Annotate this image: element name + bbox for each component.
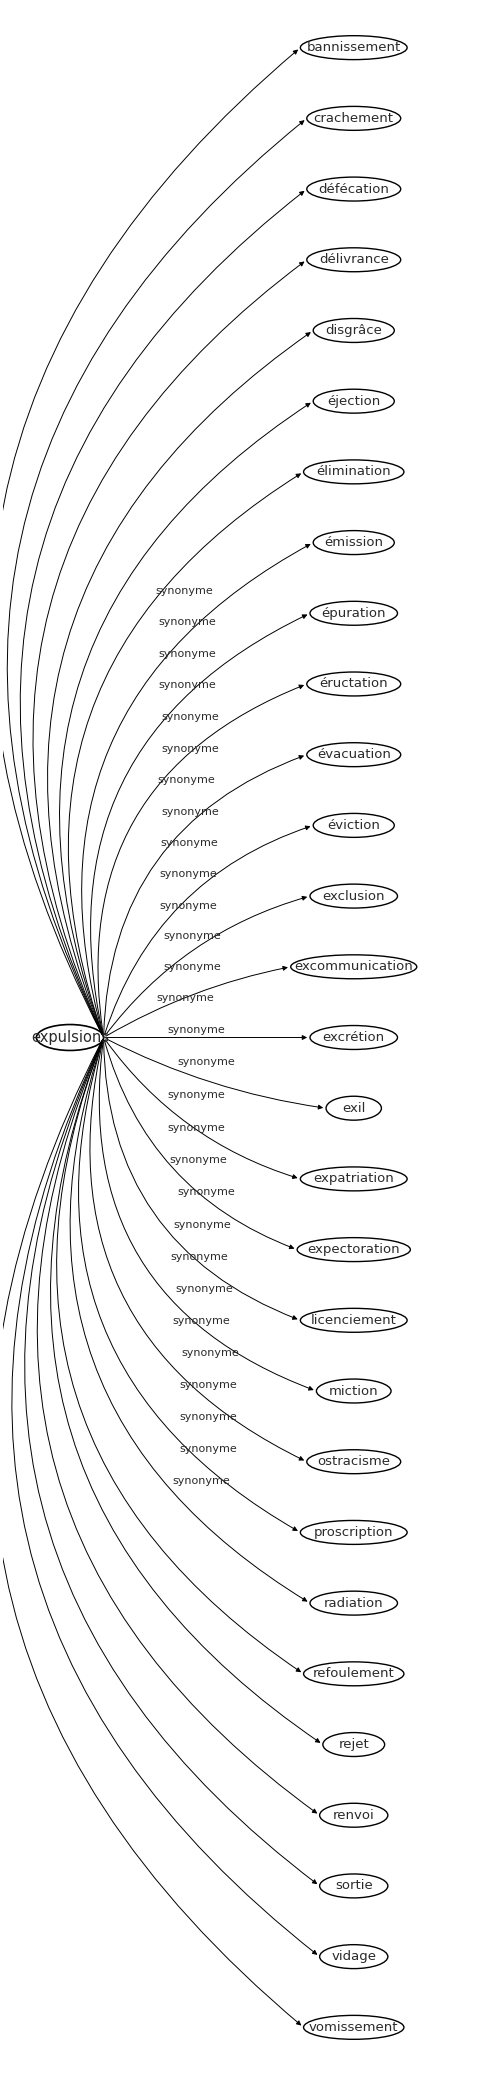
FancyArrowPatch shape [103, 1040, 296, 1320]
Text: refoulement: refoulement [312, 1668, 394, 1681]
Text: élimination: élimination [316, 465, 390, 479]
FancyArrowPatch shape [81, 544, 309, 1035]
Text: synonyme: synonyme [173, 1220, 230, 1230]
Text: synonyme: synonyme [172, 1316, 229, 1326]
Text: synonyme: synonyme [162, 807, 219, 818]
Text: synonyme: synonyme [167, 1123, 225, 1133]
FancyArrowPatch shape [47, 332, 309, 1035]
Text: expatriation: expatriation [313, 1172, 393, 1185]
FancyArrowPatch shape [104, 826, 309, 1035]
Text: éviction: éviction [326, 820, 379, 832]
FancyArrowPatch shape [106, 1035, 305, 1040]
FancyArrowPatch shape [103, 755, 303, 1035]
Text: synonyme: synonyme [157, 776, 215, 784]
Text: vidage: vidage [330, 1950, 375, 1963]
Text: synonyme: synonyme [167, 1025, 225, 1035]
Text: synonyme: synonyme [167, 1089, 225, 1100]
Text: miction: miction [328, 1384, 378, 1399]
Text: synonyme: synonyme [161, 743, 219, 753]
FancyArrowPatch shape [7, 120, 303, 1035]
Text: excommunication: excommunication [294, 961, 412, 973]
FancyArrowPatch shape [105, 896, 305, 1035]
Text: expectoration: expectoration [307, 1243, 399, 1255]
FancyArrowPatch shape [20, 191, 303, 1035]
FancyArrowPatch shape [37, 1040, 316, 1814]
Text: synonyme: synonyme [160, 901, 217, 911]
FancyArrowPatch shape [98, 685, 303, 1035]
Text: synonyme: synonyme [170, 1251, 228, 1262]
Text: défécation: défécation [318, 183, 388, 195]
Text: excrétion: excrétion [322, 1031, 384, 1044]
FancyArrowPatch shape [24, 1040, 316, 1884]
Text: synonyme: synonyme [159, 869, 217, 880]
FancyArrowPatch shape [106, 967, 286, 1035]
Text: synonyme: synonyme [181, 1349, 238, 1359]
Text: proscription: proscription [313, 1525, 393, 1540]
FancyArrowPatch shape [79, 1040, 296, 1531]
Text: synonyme: synonyme [163, 963, 221, 973]
Text: synonyme: synonyme [155, 585, 213, 596]
Text: sortie: sortie [334, 1880, 372, 1892]
FancyArrowPatch shape [90, 614, 306, 1035]
FancyArrowPatch shape [12, 1040, 316, 1955]
Text: synonyme: synonyme [175, 1284, 232, 1295]
Text: synonyme: synonyme [179, 1444, 237, 1455]
Text: disgrâce: disgrâce [325, 324, 382, 336]
Text: synonyme: synonyme [169, 1156, 227, 1166]
FancyArrowPatch shape [104, 1040, 293, 1249]
Text: radiation: radiation [323, 1596, 383, 1610]
FancyArrowPatch shape [0, 1040, 300, 2025]
Text: exil: exil [342, 1102, 365, 1114]
FancyArrowPatch shape [105, 1040, 296, 1179]
Text: synonyme: synonyme [177, 1056, 235, 1067]
FancyArrowPatch shape [106, 1040, 322, 1108]
Text: délivrance: délivrance [318, 253, 388, 266]
Text: expulsions: expulsions [31, 1029, 109, 1046]
Text: éructation: éructation [319, 676, 387, 691]
FancyArrowPatch shape [33, 261, 303, 1035]
Text: synonyme: synonyme [179, 1380, 237, 1390]
Text: exclusion: exclusion [322, 890, 384, 903]
Text: éjection: éjection [326, 394, 380, 407]
Text: évacuation: évacuation [316, 749, 390, 762]
FancyArrowPatch shape [90, 1040, 303, 1461]
FancyArrowPatch shape [60, 403, 309, 1035]
Text: synonyme: synonyme [179, 1413, 237, 1421]
Text: ostracisme: ostracisme [317, 1455, 389, 1469]
Text: synonyme: synonyme [158, 649, 216, 660]
Text: bannissement: bannissement [306, 42, 400, 54]
FancyArrowPatch shape [70, 1040, 306, 1602]
Text: synonyme: synonyme [172, 1475, 230, 1486]
FancyArrowPatch shape [50, 1040, 319, 1743]
Text: synonyme: synonyme [163, 932, 221, 942]
FancyArrowPatch shape [99, 1040, 312, 1390]
FancyArrowPatch shape [0, 50, 297, 1035]
Text: épuration: épuration [321, 606, 385, 620]
Text: crachement: crachement [313, 112, 393, 124]
FancyArrowPatch shape [68, 473, 300, 1035]
Text: synonyme: synonyme [161, 712, 219, 722]
Text: synonyme: synonyme [158, 681, 216, 691]
Text: vomissement: vomissement [308, 2021, 398, 2034]
Text: synonyme: synonyme [158, 616, 216, 627]
Text: émission: émission [324, 535, 383, 550]
Text: rejet: rejet [338, 1739, 368, 1751]
FancyArrowPatch shape [57, 1040, 300, 1672]
Text: synonyme: synonyme [160, 838, 218, 849]
Text: synonyme: synonyme [177, 1187, 235, 1197]
Text: synonyme: synonyme [156, 994, 213, 1002]
Text: renvoi: renvoi [332, 1809, 374, 1822]
Text: licenciement: licenciement [310, 1313, 396, 1326]
